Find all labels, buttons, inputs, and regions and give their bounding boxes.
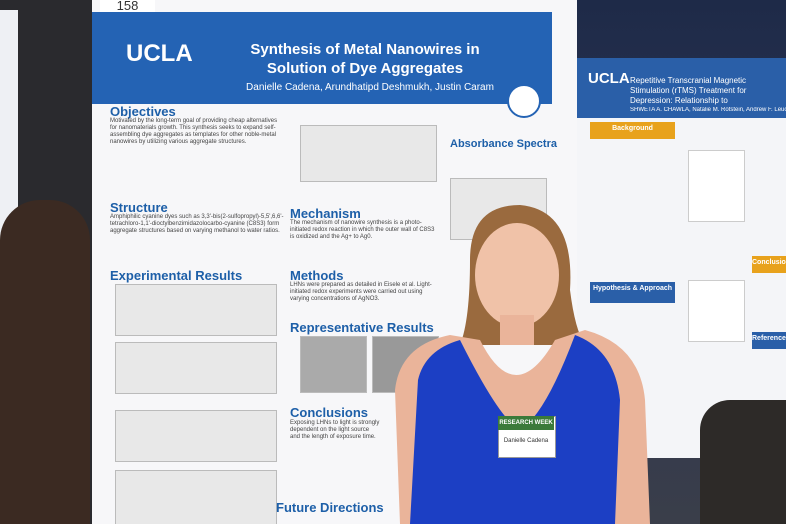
paragraph: Amphiphilic cyanine dyes such as 3,3'-bi… [110,214,284,234]
poster-title: Synthesis of Metal Nanowires in Solution… [250,41,480,77]
figure [300,125,437,182]
section-heading: Methods [290,268,344,283]
seal [507,84,541,118]
section-heading: Conclusions [290,405,369,420]
section-heading: Objectives [110,104,176,119]
section-heading: Future Directions [276,500,384,515]
section-heading: Structure [110,200,168,215]
section-heading: Mechanism [290,206,361,221]
poster-authors: SHWETA A. CHAWLA, Natalie M. Rotstein, A… [630,107,786,113]
poster-header [577,58,786,118]
bystander [0,200,90,524]
poster-number: 158 [100,0,155,12]
section-heading: Experimental Results [110,268,243,283]
figure [688,150,745,222]
poster-title: Repetitive Transcranial Magnetic Stimula… [630,76,747,105]
logo: UCLA [588,70,630,87]
figure [300,336,367,393]
section-heading: Absorbance Spectra [450,138,557,150]
figure [688,280,745,342]
logo: UCLA [126,40,193,67]
paragraph: Exposing LHNs to light is strongly depen… [290,420,380,440]
figure [115,342,277,394]
paragraph: Motivated by the long-term goal of provi… [110,118,278,145]
neck [500,315,534,345]
bystander [700,400,786,524]
section-heading: Conclusions and Fu [752,256,786,273]
poster-authors: Danielle Cadena, Arundhatipd Deshmukh, J… [246,82,494,93]
section-heading: Representative Results [290,320,434,335]
badge-name: Danielle Cadena [503,438,549,444]
section-heading: Background [590,122,675,139]
badge-header: RESEARCH WEEK [498,416,554,430]
poster-header [92,12,552,104]
figure [115,284,277,336]
section-heading: References & A [752,332,786,349]
face [475,223,559,327]
figure [115,470,277,524]
figure [115,410,277,462]
paragraph: LHNs were prepared as detailed in Eisele… [290,282,432,302]
section-heading: Hypothesis & Approach [590,282,675,303]
paragraph: The mechanism of nanowire synthesis is a… [290,220,435,240]
